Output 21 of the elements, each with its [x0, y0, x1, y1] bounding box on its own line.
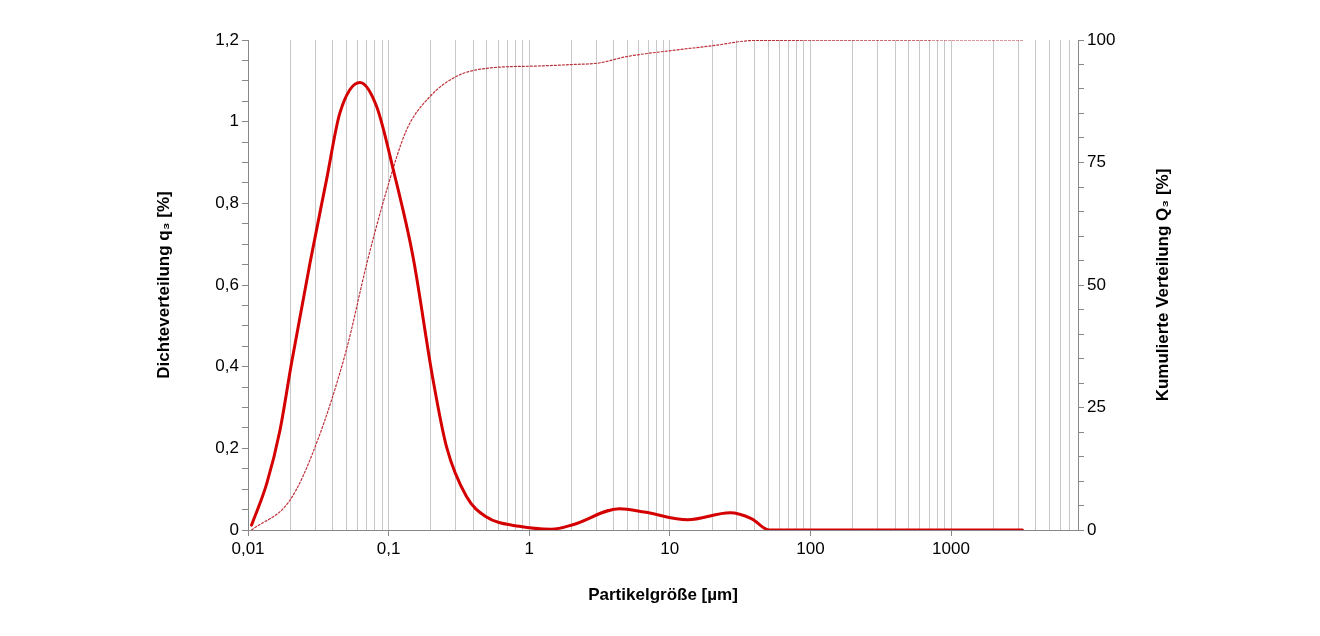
y2-tick-label: 100 [1087, 29, 1116, 49]
y-tick-label: 0,6 [215, 274, 239, 294]
x-tick-label: 0,1 [376, 538, 401, 558]
y-axis-title: Dichteverteilung q₃ [%] [153, 191, 173, 379]
y2-tick-label: 0 [1087, 519, 1097, 539]
x-axis-title: Partikelgröße [µm] [588, 585, 738, 605]
y2-tick-label: 25 [1087, 397, 1106, 417]
y2-tick-label: 50 [1087, 274, 1106, 294]
y-tick-label: 0,2 [215, 438, 239, 458]
y-tick-label: 0,8 [215, 193, 239, 213]
y2-axis-title: Kumulierte Verteilung Q₃ [%] [1152, 168, 1172, 402]
y-tick-label: 1 [229, 111, 239, 131]
x-tick-label: 1000 [932, 538, 970, 558]
y-tick-label: 0 [229, 519, 239, 539]
x-tick-label: 100 [796, 538, 825, 558]
x-tick-label: 1 [524, 538, 534, 558]
y-tick-label: 0,4 [215, 356, 239, 376]
y-tick-label: 1,2 [215, 29, 239, 49]
y2-tick-label: 75 [1087, 152, 1106, 172]
x-tick-label: 10 [660, 538, 680, 558]
x-tick-label: 0,01 [231, 538, 265, 558]
